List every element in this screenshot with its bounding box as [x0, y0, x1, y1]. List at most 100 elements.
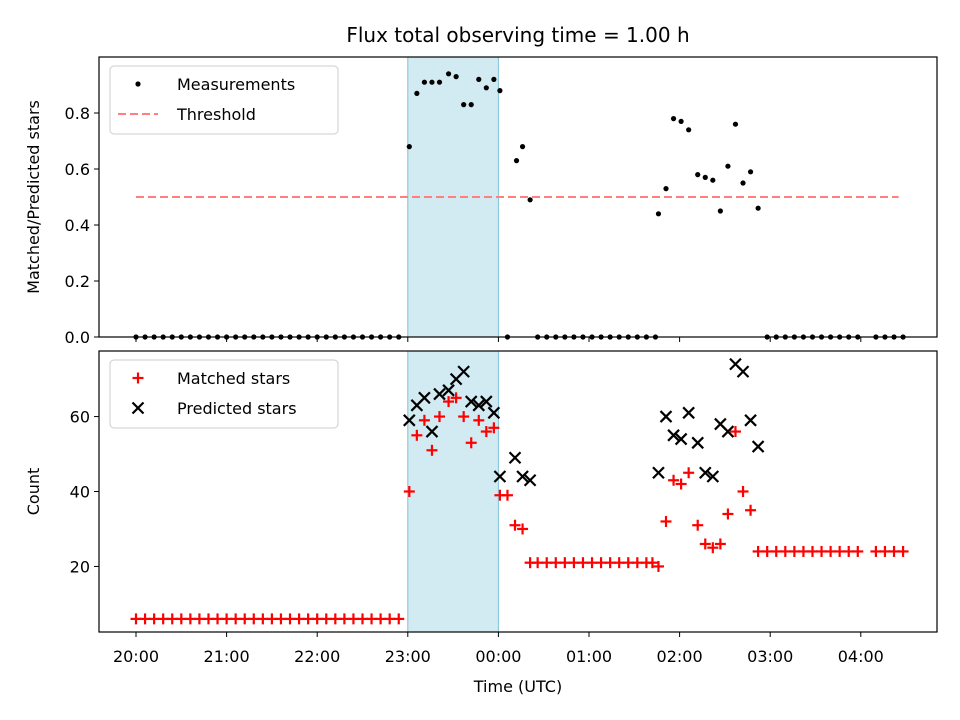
- data-point: [425, 425, 439, 438]
- data-point: [457, 365, 470, 378]
- data-point: [418, 414, 430, 426]
- legend-box: [109, 359, 339, 429]
- data-point: [692, 519, 704, 531]
- data-point: [473, 414, 485, 426]
- x-tick-label: 01:00: [566, 647, 612, 666]
- data-point: [418, 391, 431, 405]
- data-point: [714, 538, 726, 550]
- x-tick-label: 23:00: [385, 647, 431, 666]
- y-tick-label: 0.4: [65, 216, 90, 235]
- x-tick-label: 20:00: [113, 647, 159, 666]
- x-mark-b: [457, 365, 470, 378]
- data-point: [747, 169, 754, 175]
- data-point: [663, 186, 669, 192]
- x-mark-b: [472, 399, 486, 412]
- data-point: [722, 508, 734, 520]
- data-point: [721, 425, 735, 438]
- series-predicted-stars: [403, 357, 765, 487]
- x-tick-label: 00:00: [475, 647, 521, 666]
- data-point: [667, 429, 680, 442]
- data-point: [472, 399, 486, 412]
- data-point: [682, 406, 695, 420]
- data-point: [736, 365, 750, 378]
- y-tick-label: 0.0: [65, 328, 90, 347]
- x-mark-b: [508, 451, 522, 465]
- highlight-span: [407, 350, 499, 633]
- data-point: [699, 538, 711, 550]
- x-mark-b: [736, 365, 750, 378]
- data-point: [670, 116, 677, 122]
- data-point: [421, 79, 428, 85]
- legend-label: Threshold: [176, 105, 256, 124]
- data-point: [897, 545, 909, 557]
- data-point: [691, 436, 704, 450]
- data-point: [458, 411, 470, 423]
- data-point: [508, 451, 522, 465]
- data-point: [698, 466, 712, 480]
- data-point: [745, 504, 757, 516]
- x-tick-label: 02:00: [657, 647, 703, 666]
- data-point: [480, 395, 493, 408]
- plot-frame: [98, 350, 938, 633]
- data-point: [729, 426, 741, 438]
- y-tick-label: 20: [70, 557, 90, 576]
- data-point: [659, 410, 673, 423]
- legend-marker: [132, 372, 144, 384]
- x-mark-b: [659, 410, 673, 423]
- data-point: [493, 470, 507, 483]
- y-tick-label: 40: [70, 483, 90, 502]
- data-point: [686, 127, 692, 133]
- x-axis-label: Time (UTC): [473, 677, 562, 696]
- x-tick-label: 22:00: [294, 647, 340, 666]
- x-tick-label: 04:00: [838, 647, 884, 666]
- x-mark-b: [425, 425, 439, 438]
- chart-title: Flux total observing time = 1.00 h: [346, 23, 689, 47]
- y-tick-label: 60: [70, 408, 90, 427]
- data-point: [523, 473, 537, 487]
- x-mark-b: [729, 357, 742, 371]
- data-point: [426, 444, 438, 456]
- data-point: [476, 76, 482, 82]
- x-tick-label: 03:00: [747, 647, 793, 666]
- data-point: [652, 560, 664, 572]
- data-point: [755, 205, 761, 211]
- data-point: [706, 470, 720, 483]
- series-matched-stars: [130, 392, 909, 625]
- x-mark-b: [131, 401, 145, 415]
- legend-marker: [131, 401, 145, 415]
- data-point: [744, 414, 757, 427]
- data-point: [453, 74, 459, 80]
- x-mark-b: [464, 395, 478, 408]
- x-mark-b: [682, 406, 695, 420]
- data-point: [695, 172, 701, 178]
- data-point: [751, 440, 765, 453]
- data-point: [660, 515, 672, 527]
- legend-label: Matched stars: [177, 369, 290, 388]
- data-point: [488, 422, 500, 434]
- data-point: [464, 395, 478, 408]
- data-point: [674, 432, 688, 446]
- data-point: [480, 426, 492, 438]
- data-point: [468, 102, 474, 108]
- data-point: [433, 387, 446, 401]
- data-point: [403, 486, 415, 497]
- x-mark-b: [652, 466, 665, 480]
- data-point: [483, 85, 489, 91]
- y-tick-label: 0.2: [65, 272, 90, 291]
- x-mark-b: [433, 387, 446, 401]
- data-point: [509, 519, 521, 531]
- x-mark-b: [418, 391, 431, 405]
- x-mark-b: [667, 429, 680, 442]
- data-point: [393, 613, 405, 625]
- y-axis-label: Count: [24, 468, 43, 516]
- data-point: [436, 79, 443, 85]
- x-mark-b: [403, 414, 416, 427]
- legend-label: Predicted stars: [177, 399, 297, 418]
- data-point: [678, 118, 684, 124]
- legend-label: Measurements: [177, 75, 295, 94]
- data-point: [513, 158, 520, 164]
- y-tick-label: 0.6: [65, 160, 90, 179]
- data-point: [646, 557, 658, 569]
- data-point: [707, 542, 719, 554]
